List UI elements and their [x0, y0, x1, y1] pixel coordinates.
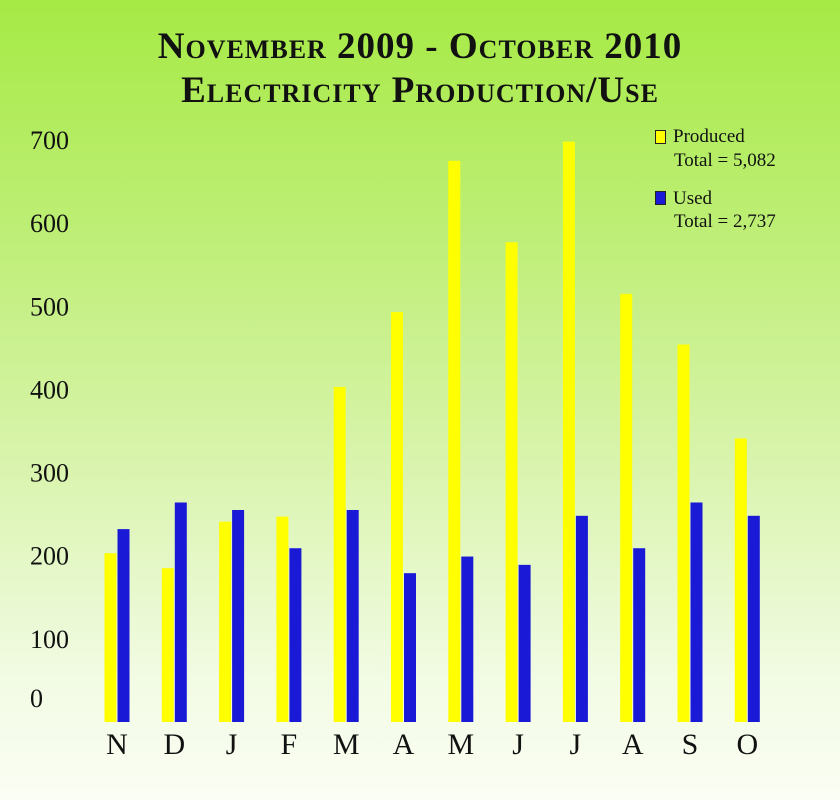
y-tick-label: 500	[30, 292, 69, 321]
legend-label-produced: Produced	[673, 126, 745, 147]
legend: Produced Total = 5,082 Used Total = 2,73…	[655, 125, 776, 248]
bar-produced	[104, 553, 117, 722]
y-tick-label: 0	[30, 684, 43, 713]
x-tick-label: A	[393, 728, 415, 761]
legend-total-produced: Total = 5,082	[674, 149, 776, 171]
bar-used	[232, 509, 245, 722]
y-tick-label: 600	[30, 209, 69, 238]
bar-used	[747, 515, 760, 722]
bar-produced	[677, 344, 690, 722]
x-tick-label: J	[226, 728, 238, 761]
bar-produced	[219, 521, 232, 722]
bar-used	[117, 529, 130, 722]
bar-produced	[161, 568, 174, 722]
x-tick-label: O	[736, 728, 758, 761]
chart-title: November 2009 - October 2010	[157, 26, 683, 67]
bar-produced	[391, 312, 403, 722]
x-tick-label: A	[622, 728, 644, 761]
legend-total-used: Total = 2,737	[674, 211, 776, 233]
bar-produced	[562, 141, 575, 723]
bar-used	[404, 573, 416, 722]
bar-produced	[734, 438, 747, 722]
legend-label-used: Used	[673, 187, 713, 209]
bar-produced	[333, 386, 346, 722]
bar-produced	[276, 516, 289, 722]
bar-used	[346, 509, 359, 722]
bar-used	[633, 548, 646, 722]
bar-used	[461, 556, 474, 722]
y-tick-label: 100	[30, 625, 69, 654]
x-tick-label: F	[281, 728, 298, 761]
bar-used	[575, 515, 588, 722]
y-tick-label: 300	[30, 459, 69, 488]
x-tick-label: N	[106, 728, 128, 761]
legend-item-used: Used	[655, 187, 776, 211]
x-tick-label: J	[512, 728, 524, 761]
chart-subtitle: Electricity Production/Use	[181, 70, 659, 111]
x-tick-label: M	[333, 728, 360, 761]
bar-produced	[448, 160, 461, 723]
y-tick-label: 200	[30, 542, 69, 571]
x-tick-label: M	[447, 728, 474, 761]
y-tick-label: 700	[30, 126, 69, 155]
x-tick-label: D	[163, 728, 185, 761]
bar-produced	[505, 242, 518, 722]
bar-produced	[620, 293, 633, 722]
bar-used	[690, 502, 703, 722]
bar-used	[174, 502, 187, 722]
used-swatch	[655, 191, 666, 206]
x-tick-label: S	[682, 728, 699, 761]
legend-item-produced: Produced	[655, 125, 776, 149]
bar-used	[289, 548, 302, 722]
y-tick-label: 400	[30, 375, 69, 404]
x-tick-label: J	[570, 728, 582, 761]
produced-swatch	[655, 129, 666, 144]
bar-used	[518, 564, 531, 722]
